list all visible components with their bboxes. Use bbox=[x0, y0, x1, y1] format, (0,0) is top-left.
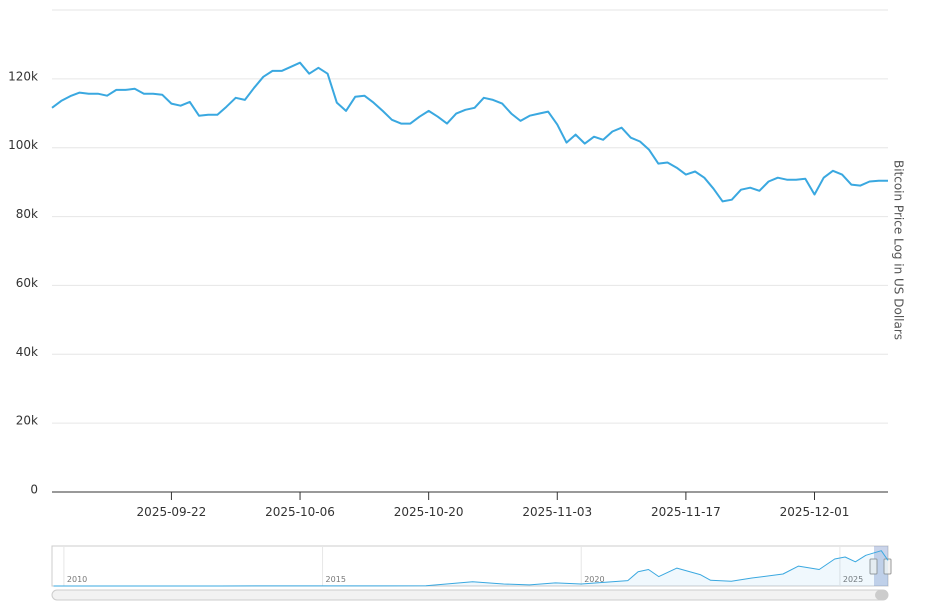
navigator-tick-label: 2010 bbox=[67, 575, 87, 584]
y-axis-title: Bitcoin Price Log in US Dollars bbox=[892, 160, 906, 340]
scrollbar-thumb[interactable] bbox=[875, 590, 888, 600]
price-line bbox=[51, 61, 888, 203]
x-tick-label: 2025-12-01 bbox=[780, 505, 850, 519]
y-tick-label: 0 bbox=[30, 483, 38, 497]
navigator-tick-label: 2020 bbox=[584, 575, 604, 584]
x-tick-label: 2025-10-20 bbox=[394, 505, 464, 519]
navigator-handle[interactable] bbox=[869, 558, 878, 575]
y-tick-label: 40k bbox=[16, 345, 38, 359]
navigator-tick-label: 2015 bbox=[326, 575, 346, 584]
x-tick-label: 2025-11-03 bbox=[522, 505, 592, 519]
scrollbar-track[interactable] bbox=[51, 589, 889, 601]
y-tick-label: 20k bbox=[16, 414, 38, 428]
navigator-tick-label: 2025 bbox=[843, 575, 863, 584]
x-tick-label: 2025-11-17 bbox=[651, 505, 721, 519]
y-tick-label: 60k bbox=[16, 276, 38, 290]
navigator-line bbox=[53, 550, 889, 587]
y-tick-label: 100k bbox=[8, 138, 38, 152]
navigator-area bbox=[53, 550, 888, 586]
y-tick-label: 80k bbox=[16, 207, 38, 221]
y-tick-label: 120k bbox=[8, 69, 38, 83]
x-tick-label: 2025-09-22 bbox=[137, 505, 207, 519]
x-tick-label: 2025-10-06 bbox=[265, 505, 335, 519]
